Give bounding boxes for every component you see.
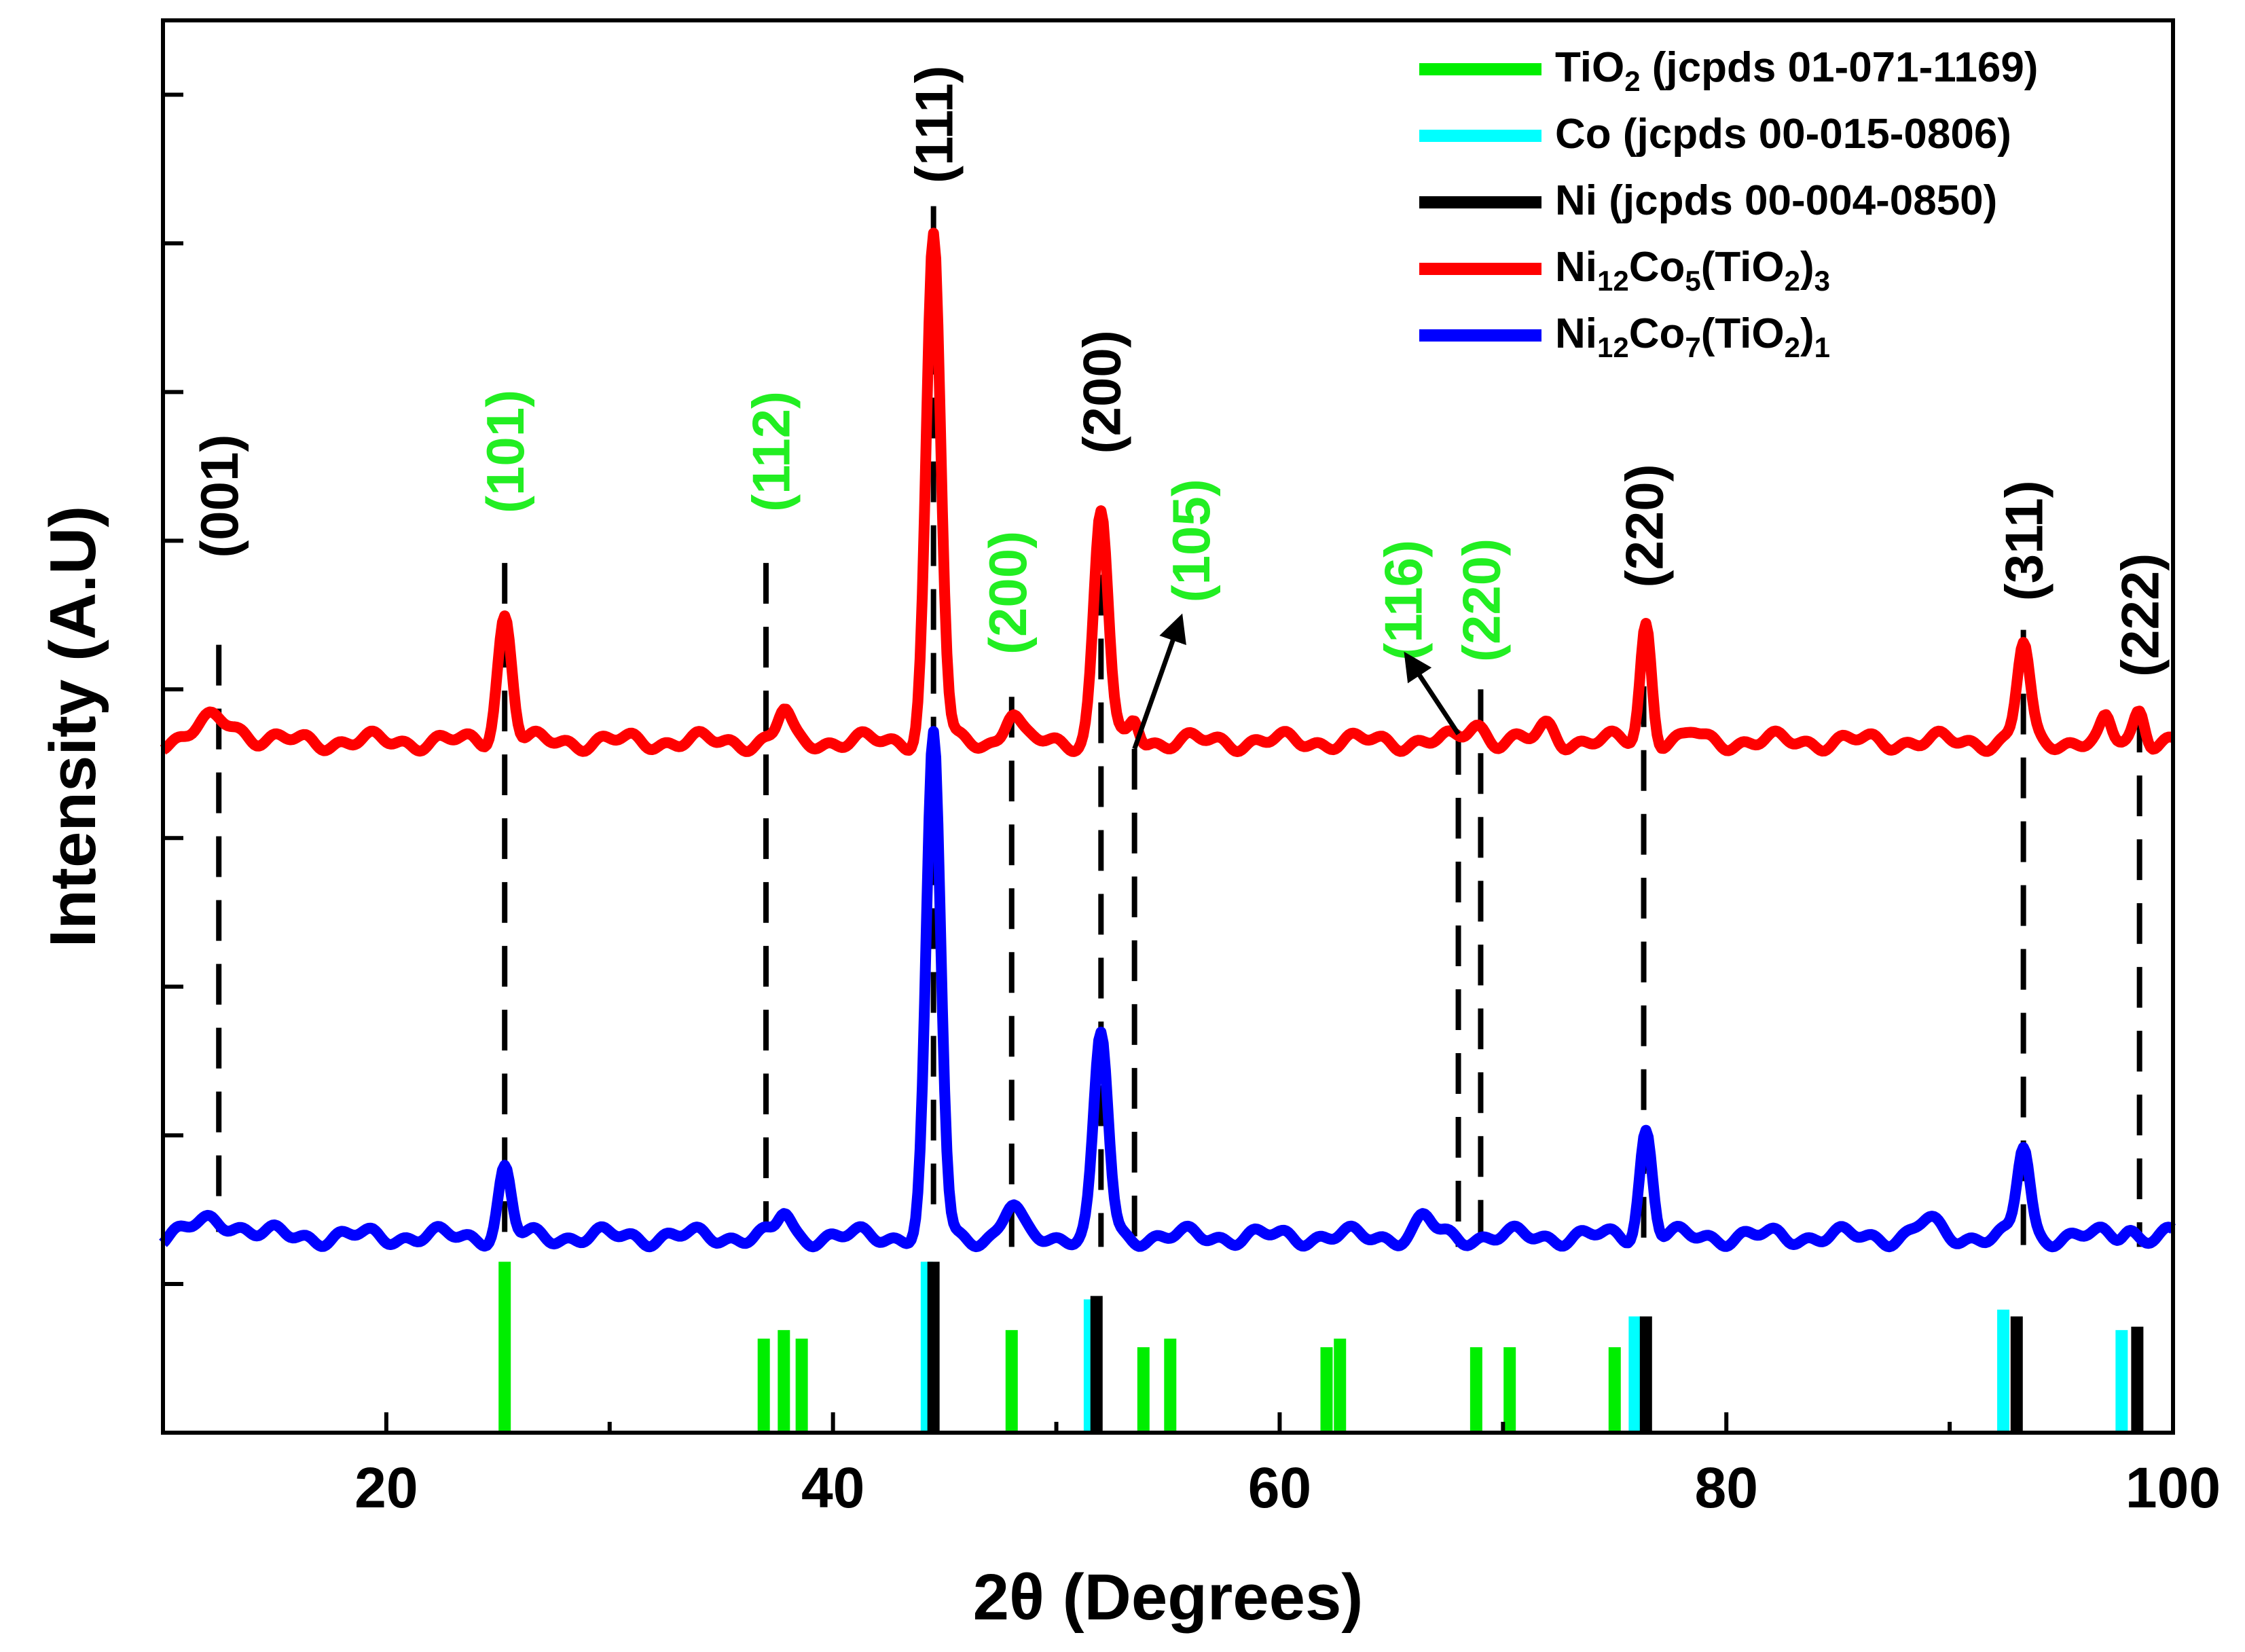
- hkl-label: (220): [1615, 464, 1675, 587]
- hkl-label: (200): [1072, 330, 1131, 454]
- hkl-label: (311): [1994, 480, 2054, 601]
- hkl-label: (111): [905, 66, 964, 183]
- x-tick-label: 60: [1248, 1456, 1311, 1520]
- hkl-label: (220): [1451, 538, 1511, 662]
- legend-label-blue: Ni12Co7(TiO2)1: [1555, 310, 1830, 363]
- y-axis-title: Intensity (A.U): [37, 506, 109, 948]
- reference-lines-group: [498, 1262, 2144, 1433]
- legend-label-co: Co (jcpds 00-015-0806): [1555, 111, 2011, 158]
- annotation-arrow: [1404, 651, 1461, 735]
- x-tick-label: 40: [801, 1456, 864, 1520]
- arrows-group: [1132, 613, 1461, 750]
- hkl-label: (001): [189, 435, 249, 558]
- series-line-ni12co5-tio2-3: [160, 227, 2176, 757]
- x-axis-title: 2θ (Degrees): [973, 1561, 1364, 1634]
- hkl-labels-group: (001) (101) (112) (111) (200) (200) (105) (116)…: [189, 66, 2170, 677]
- hkl-label: (116): [1373, 540, 1433, 661]
- x-tick-label: 100: [2125, 1456, 2221, 1520]
- legend-label-red: Ni12Co5(TiO2)3: [1555, 244, 1830, 297]
- axes-group: 20 40 60 80 100: [161, 92, 2221, 1520]
- series-group: [159, 227, 2176, 1253]
- hkl-label: (222): [2111, 553, 2170, 677]
- x-tick-label: 80: [1695, 1456, 1758, 1520]
- legend-label-ni: Ni (jcpds 00-004-0850): [1555, 177, 1997, 224]
- series-line-ni12co7-tio2-1: [159, 726, 2176, 1253]
- hkl-label: (101): [475, 390, 535, 513]
- hkl-guide-lines-group: [216, 206, 2142, 1247]
- hkl-label: (112): [742, 391, 801, 512]
- legend: TiO2 (jcpds 01-071-1169) Co (jcpds 00-015…: [1419, 44, 2038, 363]
- hkl-label: (105): [1161, 479, 1221, 602]
- hkl-label: (200): [978, 531, 1038, 655]
- x-tick-label: 20: [354, 1456, 418, 1520]
- annotation-arrow: [1132, 613, 1186, 750]
- plot-frame: [161, 18, 2175, 1435]
- legend-label-tio2: TiO2 (jcpds 01-071-1169): [1555, 44, 2038, 97]
